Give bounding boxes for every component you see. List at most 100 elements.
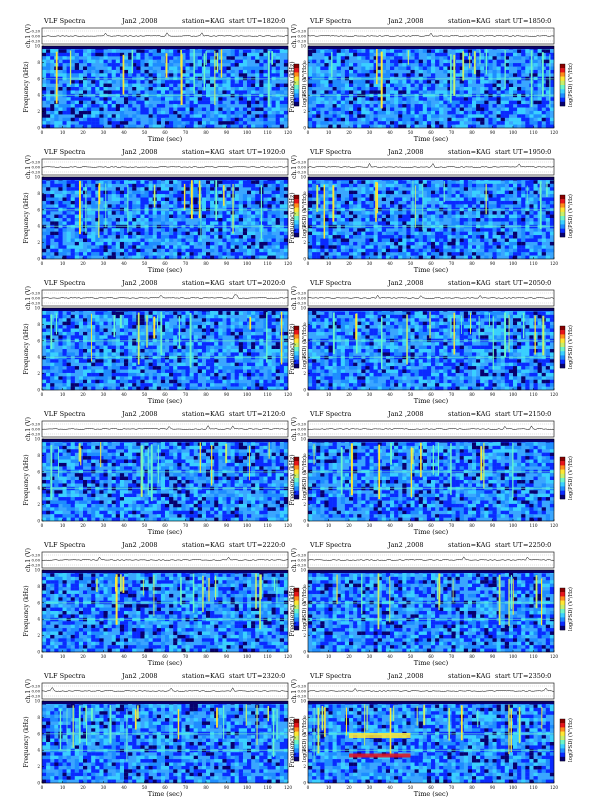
time-tick-label: 80 [469,392,475,397]
time-tick-label: 120 [550,130,558,135]
spectrogram-burst [470,313,471,335]
time-tick-label: 50 [142,261,148,266]
colorbar-segment [560,93,565,97]
colorbar-segment [560,757,565,761]
spectrogram-burst [469,53,470,69]
colorbar-segment [560,89,565,93]
colorbar-segment [560,339,565,343]
time-tick-label: 0 [41,130,44,135]
time-tick-label: 50 [408,130,414,135]
spectrogram-burst [91,708,93,721]
freq-tick-label: 4 [37,486,40,491]
ch-axis-label: ch.1 (V) [291,679,298,703]
spectrogram-tone-line [308,488,554,489]
colorbar-segment [560,491,565,495]
time-tick-label: 10 [326,392,332,397]
colorbar-segment [560,355,565,359]
freq-tick-label: 4 [303,617,306,622]
freq-axis-label: Frequency (kHz) [23,192,30,243]
colorbar-segment [560,229,565,233]
time-tick-label: 10 [60,654,66,659]
spectrogram-burst [411,448,412,497]
spectrogram-burst [201,185,202,240]
spectrogram-tone-line [42,733,288,734]
panel-title-date: Jan2 ,2008 [121,148,157,156]
spectrogram-burst [361,574,362,614]
panel-title-station: station=KAG [448,672,491,680]
colorbar-segment [560,72,565,76]
time-tick-label: 110 [530,654,538,659]
colorbar-label: log(PSD) (V²/Hz) [567,63,574,107]
freq-tick-label: 4 [303,486,306,491]
spectrogram-burst [114,315,116,337]
spectrogram-burst [91,314,92,362]
panel-title-start-ut: =2350:0 [523,672,551,680]
spectrogram-cells [308,177,554,259]
time-tick-label: 90 [490,523,496,528]
time-tick-label: 120 [550,392,558,397]
time-tick-label: 30 [367,261,373,266]
spectrogram-tone-line [308,209,554,210]
panel-title-prefix: VLF Spectra [309,410,351,418]
ch-axis-label: ch.1 (V) [291,286,298,310]
spectrogram-tone-line [42,226,288,227]
freq-tick-label: 10 [301,699,307,704]
spectrogram-cells [308,439,554,521]
ch-axis-label: ch.1 (V) [25,286,32,310]
time-tick-label: 40 [121,261,127,266]
panel-title-prefix: VLF Spectra [309,541,351,549]
spectrogram-burst [461,705,463,740]
time-tick-label: 10 [60,523,66,528]
spectrogram-top-band [308,177,554,180]
time-tick-label: 40 [121,130,127,135]
freq-tick-label: 2 [303,764,306,769]
panel-title-start-label: start UT [495,541,523,549]
spectrogram-tone-line [308,78,554,79]
spectrogram-burst [505,50,506,89]
spectrogram-tone-line [42,471,288,472]
colorbar-segment [560,203,565,207]
panel-title-date: Jan2 ,2008 [121,410,157,418]
spectrogram-burst [535,316,536,355]
panel-title-prefix: VLF Spectra [309,672,351,680]
time-tick-label: 30 [367,392,373,397]
time-tick-label: 80 [469,523,475,528]
panel-title-date: Jan2 ,2008 [387,17,423,25]
ch-axis-label: ch.1 (V) [291,24,298,48]
spectrogram-burst [215,180,217,220]
time-axis-label: Time (sec) [148,135,183,143]
freq-axis-label: Frequency (kHz) [289,192,296,243]
panel-title-prefix: VLF Spectra [43,410,85,418]
spectrogram-burst [415,185,416,227]
colorbar-segment [560,588,565,592]
time-tick-label: 100 [509,523,517,528]
colorbar-segment [560,351,565,355]
time-tick-label: 20 [80,654,86,659]
freq-tick-label: 10 [301,306,307,311]
spectrogram-burst [333,312,335,354]
time-tick-label: 70 [183,785,189,790]
freq-tick-label: 10 [35,568,41,573]
panel-title-date: Jan2 ,2008 [121,541,157,549]
spectrogram-tone-line [42,95,288,96]
spectrogram-tone-line [308,226,554,227]
time-axis-label: Time (sec) [148,659,183,667]
colorbar-segment [560,199,565,203]
spectrogram-top-band [42,177,288,180]
time-tick-label: 40 [387,785,393,790]
spectrogram-burst [453,55,455,96]
spectrogram-burst [158,445,159,483]
freq-tick-label: 6 [37,207,40,212]
colorbar-label: log(PSD) (V²/Hz) [567,456,574,500]
colorbar-segment [560,613,565,617]
spectrogram-burst [474,51,476,74]
spectrogram-burst [433,445,434,475]
spectrogram-burst [204,53,205,90]
